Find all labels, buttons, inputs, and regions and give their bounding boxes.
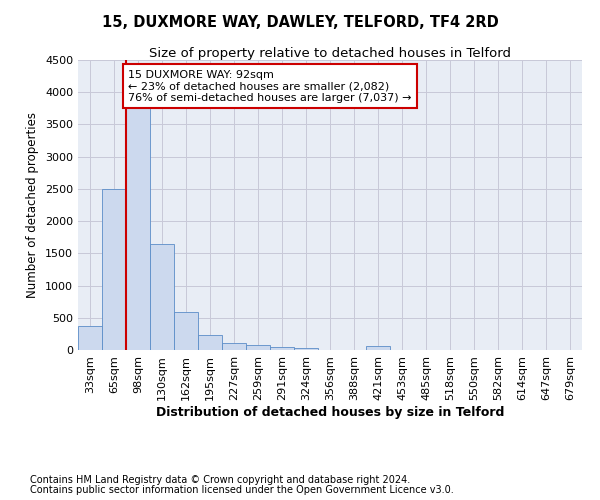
Text: Contains public sector information licensed under the Open Government Licence v3: Contains public sector information licen… (30, 485, 454, 495)
Bar (102, 189, 126, 350)
Text: 15, DUXMORE WAY, DAWLEY, TELFORD, TF4 2RD: 15, DUXMORE WAY, DAWLEY, TELFORD, TF4 2R… (101, 15, 499, 30)
Bar (198, 335, 222, 350)
Bar (126, 108, 150, 350)
Bar (366, 346, 390, 350)
Bar (246, 346, 270, 350)
Title: Size of property relative to detached houses in Telford: Size of property relative to detached ho… (149, 47, 511, 60)
Bar (78, 326, 102, 350)
Text: 15 DUXMORE WAY: 92sqm
← 23% of detached houses are smaller (2,082)
76% of semi-d: 15 DUXMORE WAY: 92sqm ← 23% of detached … (128, 70, 412, 103)
Bar (270, 347, 294, 350)
Y-axis label: Number of detached properties: Number of detached properties (26, 112, 40, 298)
Bar (222, 343, 246, 350)
Bar (150, 244, 174, 350)
Bar (174, 312, 198, 350)
Text: Contains HM Land Registry data © Crown copyright and database right 2024.: Contains HM Land Registry data © Crown c… (30, 475, 410, 485)
X-axis label: Distribution of detached houses by size in Telford: Distribution of detached houses by size … (156, 406, 504, 418)
Bar (294, 348, 318, 350)
